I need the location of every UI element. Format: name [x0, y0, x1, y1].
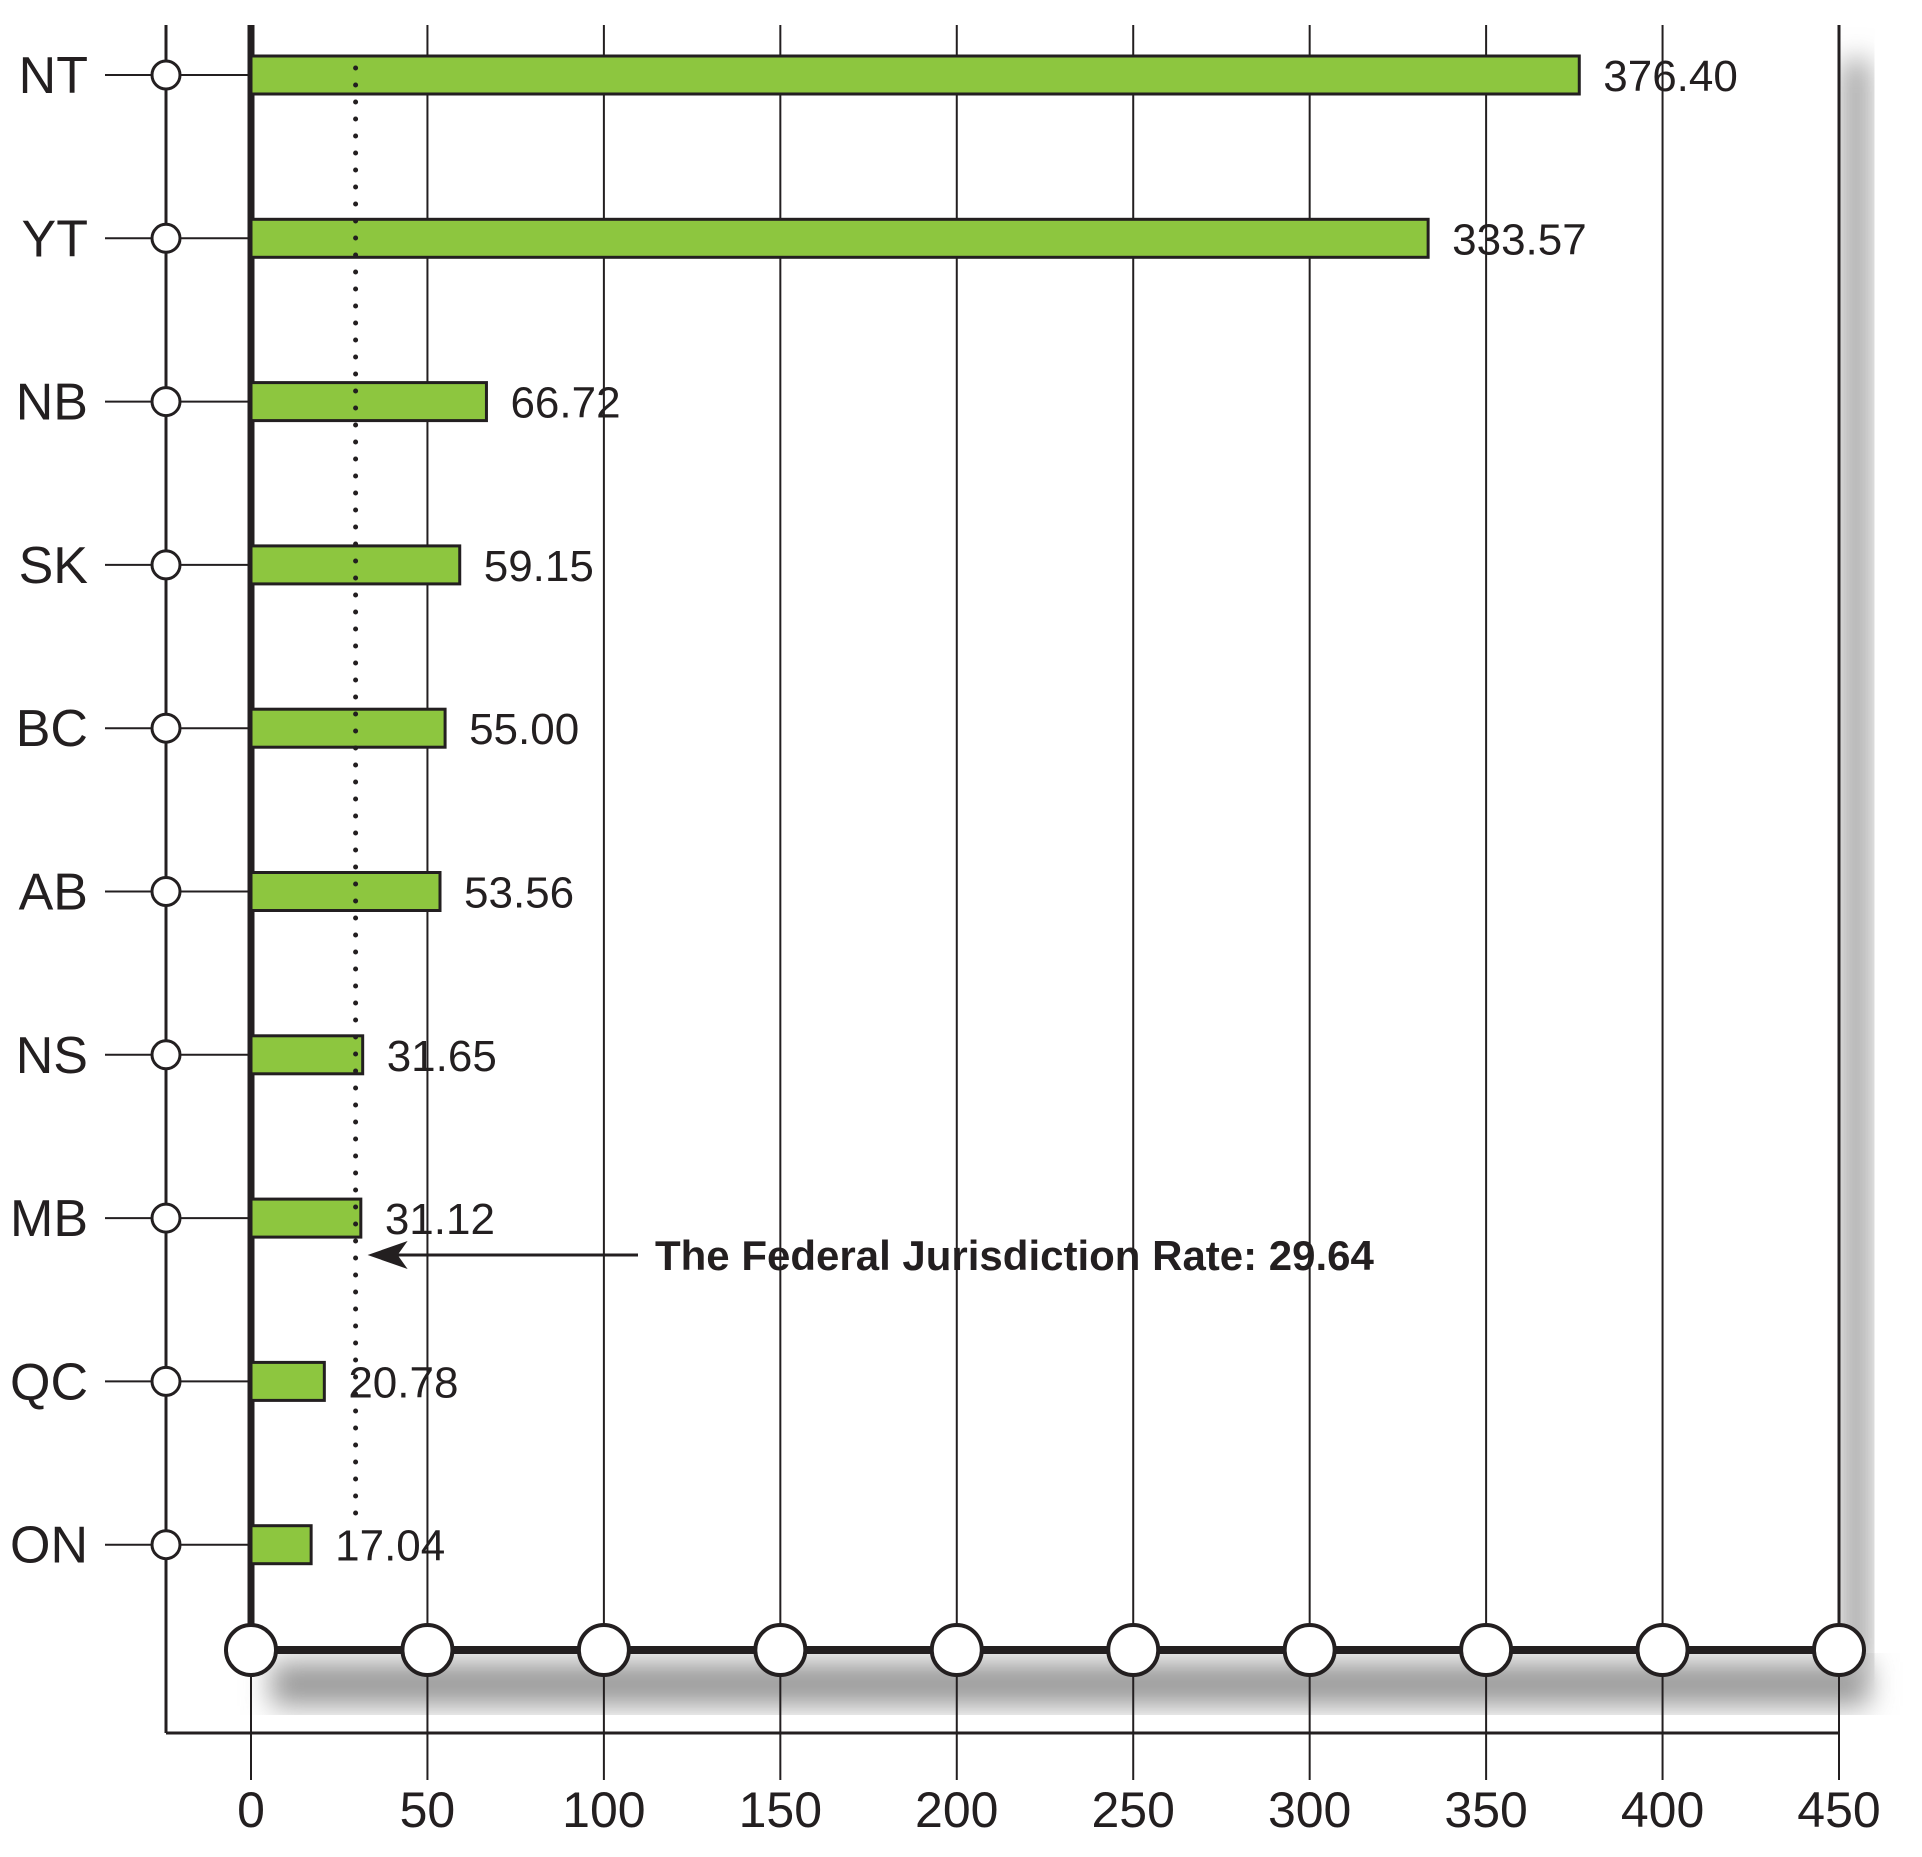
category-label: NS: [16, 1027, 88, 1085]
axis-tick-marker: [1282, 1623, 1337, 1677]
x-tick-label: 250: [1092, 1782, 1175, 1838]
bars: [249, 54, 1581, 1566]
x-tick-label: 350: [1444, 1782, 1527, 1838]
axis-tick-marker: [224, 1623, 278, 1677]
category-label: SK: [19, 537, 89, 595]
arrow-icon: [367, 1241, 408, 1269]
value-label: 20.78: [348, 1358, 458, 1407]
axis-tick-marker: [400, 1623, 455, 1677]
category-label: MB: [10, 1190, 88, 1248]
value-label: 55.00: [469, 705, 579, 754]
bar-qc: [249, 1360, 326, 1402]
x-tick-label: 150: [739, 1782, 822, 1838]
value-label: 333.57: [1452, 215, 1587, 264]
category-marker: [150, 386, 182, 418]
reference-label: The Federal Jurisdiction Rate: 29.64: [655, 1232, 1375, 1279]
axis-tick-marker: [1635, 1623, 1690, 1677]
category-marker: [150, 1039, 182, 1071]
value-label: 17.04: [335, 1522, 445, 1571]
x-tick-label: 450: [1797, 1782, 1880, 1838]
x-tick-label: 0: [237, 1782, 265, 1838]
category-label: AB: [19, 864, 88, 922]
category-marker: [150, 222, 182, 254]
value-label: 53.56: [464, 869, 574, 918]
chart-frame: [105, 25, 1839, 1735]
category-marker: [150, 712, 182, 744]
bar-yt: [249, 217, 1430, 259]
bar-mb: [249, 1197, 363, 1239]
value-label: 31.65: [387, 1032, 497, 1081]
labels: NT 376.40 YT 333.57 NB 66.72 SK 59.15 BC 55.00 AB 5…: [10, 47, 1738, 1575]
axis-tick-marker: [1459, 1623, 1514, 1677]
bar-bc: [249, 707, 447, 749]
bar-on: [249, 1524, 313, 1566]
category-marker: [150, 59, 182, 91]
value-label: 66.72: [510, 379, 620, 428]
axis-tick-marker: [1812, 1623, 1866, 1677]
bar-ab: [249, 871, 442, 912]
axis-shadow: [271, 1662, 1869, 1706]
bar-nb: [249, 381, 488, 423]
reference-line-group: The Federal Jurisdiction Rate: 29.64: [353, 65, 1375, 1521]
value-label: 31.12: [385, 1195, 495, 1244]
category-marker: [150, 876, 182, 907]
x-tick-label: 200: [915, 1782, 998, 1838]
bar-ns: [249, 1034, 365, 1076]
category-label: NB: [16, 374, 88, 432]
right-shadow: [1843, 60, 1869, 1670]
x-tick-label: 400: [1621, 1782, 1704, 1838]
category-label: YT: [22, 210, 88, 268]
axis-tick-marker: [929, 1623, 984, 1677]
category-label: QC: [10, 1353, 88, 1411]
bar-nt: [249, 54, 1581, 96]
value-label: 376.40: [1603, 52, 1738, 101]
value-label: 59.15: [484, 542, 594, 591]
category-marker: [150, 1202, 182, 1234]
category-label: ON: [10, 1517, 88, 1575]
category-label: NT: [19, 47, 88, 105]
axis-tick-marker: [1106, 1623, 1161, 1677]
axis-tick-marker: [576, 1623, 631, 1677]
x-tick-label: 300: [1268, 1782, 1351, 1838]
category-marker: [150, 549, 182, 581]
category-marker: [150, 1365, 182, 1397]
category-marker: [150, 1529, 182, 1561]
x-tick-label: 50: [400, 1782, 456, 1838]
x-axis: 0 50 100 150 200 250 300 350 400 450: [224, 1623, 1881, 1838]
axis-tick-marker: [753, 1623, 808, 1677]
x-tick-label: 100: [562, 1782, 645, 1838]
chart-shadow: [271, 60, 1869, 1706]
category-label: BC: [16, 700, 88, 758]
